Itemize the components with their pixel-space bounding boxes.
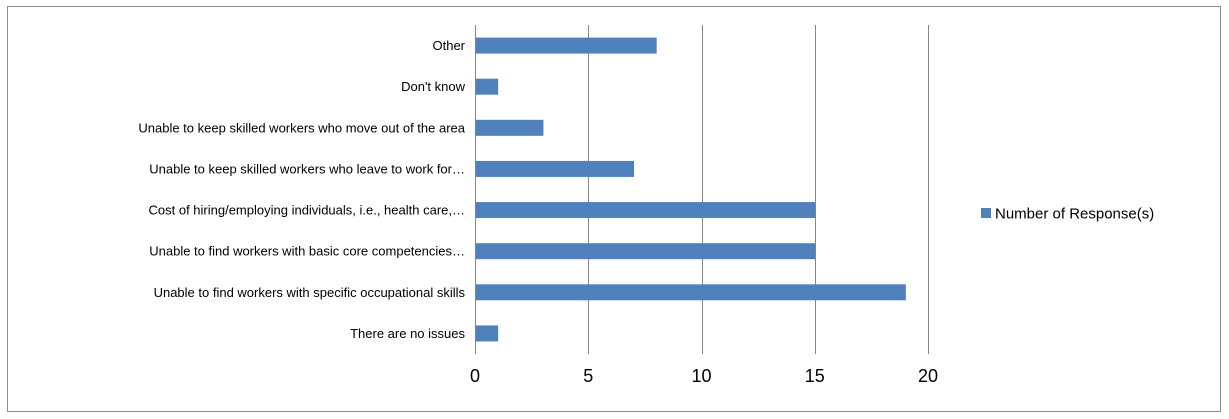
x-tick-labels: 0 5 10 15 20 [470, 366, 938, 386]
bar [475, 284, 906, 301]
x-tick-label: 5 [583, 366, 593, 386]
bar [475, 202, 816, 219]
category-label: Don't know [401, 79, 466, 94]
bar [475, 119, 544, 136]
x-tick-label: 0 [470, 366, 480, 386]
bars [475, 37, 906, 342]
bar [475, 243, 816, 260]
x-tick-label: 10 [691, 366, 711, 386]
category-label: Unable to find workers with basic core c… [149, 244, 465, 259]
gridlines [475, 25, 929, 354]
category-label: Cost of hiring/employing individuals, i.… [149, 203, 466, 218]
bar [475, 37, 657, 54]
category-label: Unable to keep skilled workers who move … [138, 120, 465, 135]
chart-area: Other Don't know Unable to keep skilled wo… [7, 6, 1221, 412]
legend-label: Number of Response(s) [995, 206, 1154, 223]
category-label: Unable to keep skilled workers who leave… [149, 161, 465, 176]
category-label: Unable to find workers with specific occ… [154, 285, 466, 300]
legend: Number of Response(s) [981, 206, 1154, 223]
x-tick-label: 20 [918, 366, 938, 386]
x-tick-label: 15 [805, 366, 825, 386]
bar [475, 160, 635, 177]
bar [475, 325, 499, 342]
bar [475, 78, 499, 95]
category-label: Other [432, 38, 465, 53]
category-label: There are no issues [350, 326, 465, 341]
bar-chart: Other Don't know Unable to keep skilled wo… [138, 25, 1154, 386]
legend-swatch [981, 208, 991, 218]
category-labels: Other Don't know Unable to keep skilled wo… [138, 38, 465, 341]
